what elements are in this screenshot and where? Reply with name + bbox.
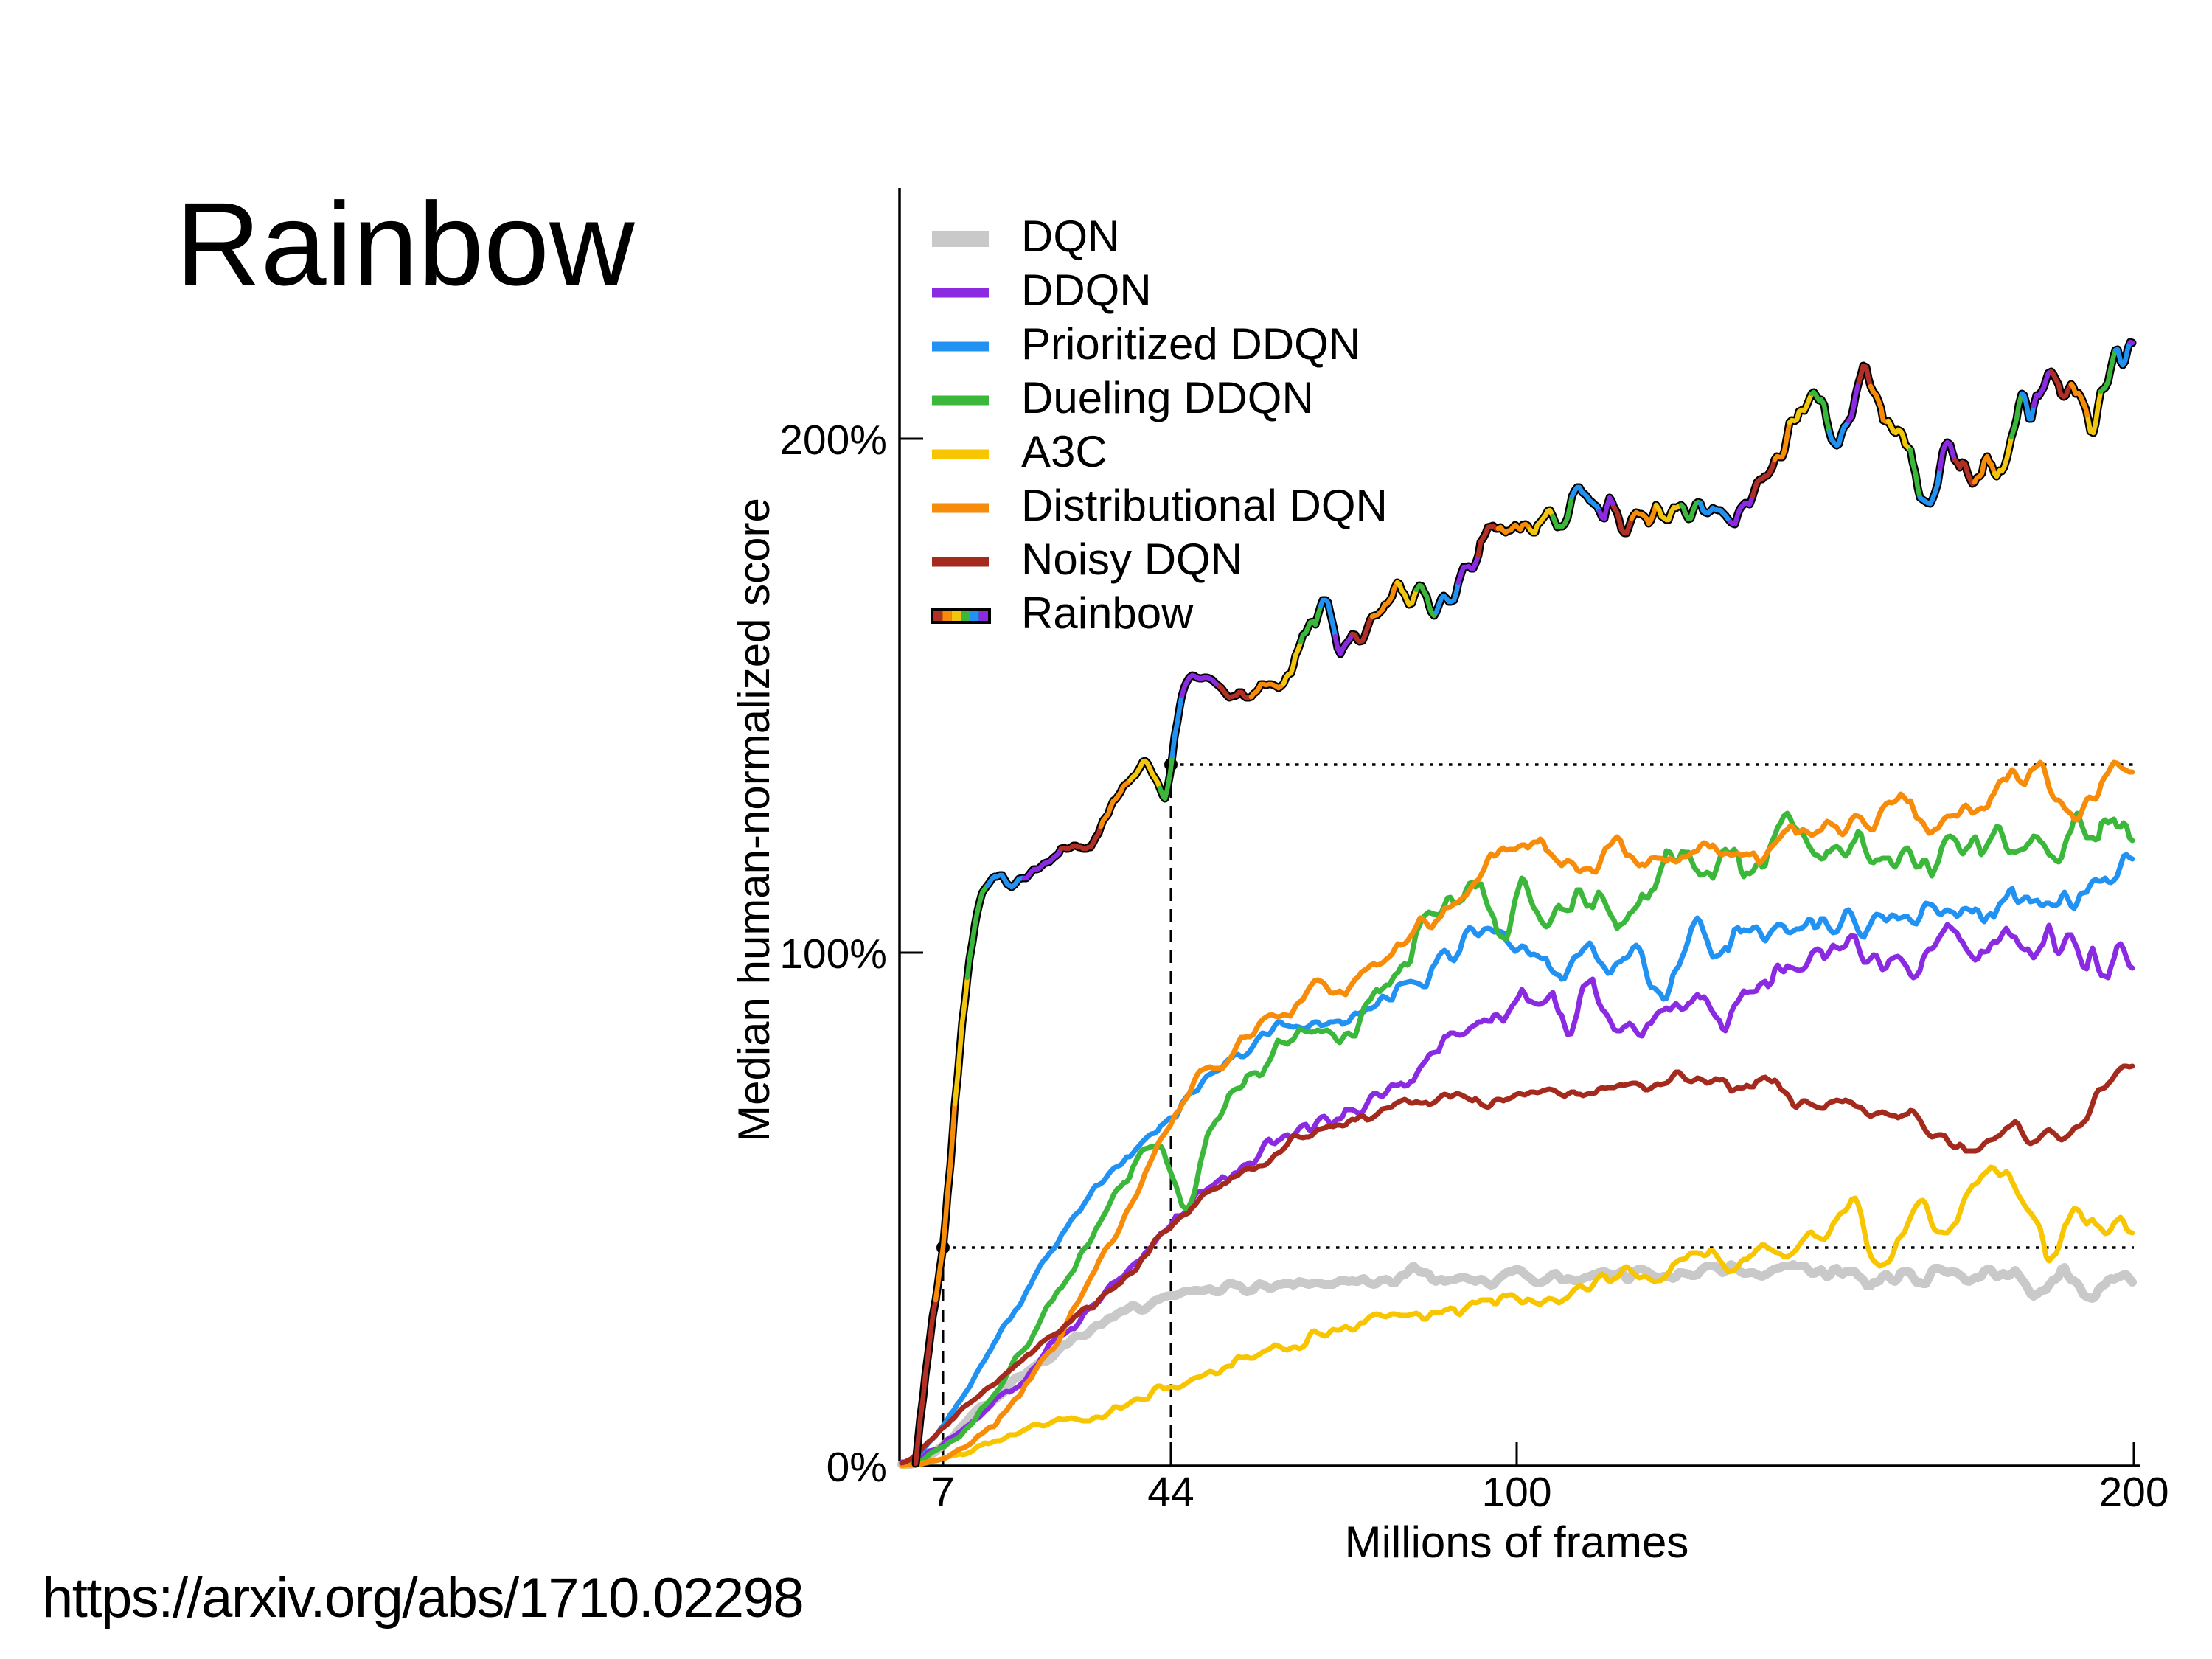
svg-text:Prioritized DDQN: Prioritized DDQN [1021, 319, 1360, 369]
svg-text:https://arxiv.org/abs/1710.022: https://arxiv.org/abs/1710.02298 [42, 1567, 803, 1630]
svg-text:DDQN: DDQN [1021, 265, 1152, 315]
svg-text:44: 44 [1147, 1469, 1194, 1516]
svg-text:Dueling DDQN: Dueling DDQN [1021, 373, 1314, 422]
svg-text:Rainbow: Rainbow [175, 178, 635, 310]
svg-text:A3C: A3C [1021, 427, 1107, 476]
svg-text:DQN: DQN [1021, 212, 1119, 261]
svg-text:7: 7 [931, 1469, 955, 1516]
svg-text:Rainbow: Rainbow [1021, 588, 1194, 638]
svg-text:200: 200 [2098, 1469, 2168, 1516]
svg-text:200%: 200% [779, 417, 887, 464]
svg-text:Millions of frames: Millions of frames [1345, 1517, 1689, 1567]
svg-text:100%: 100% [779, 931, 887, 978]
svg-text:Noisy DQN: Noisy DQN [1021, 535, 1242, 584]
svg-text:Distributional DQN: Distributional DQN [1021, 481, 1388, 530]
svg-text:Median human-normalized score: Median human-normalized score [729, 498, 779, 1142]
svg-text:100: 100 [1481, 1469, 1551, 1516]
svg-text:0%: 0% [827, 1444, 887, 1491]
